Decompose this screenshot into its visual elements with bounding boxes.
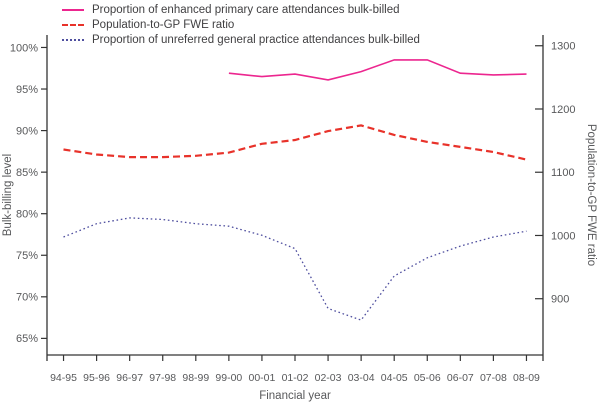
x-axis-tick-label: 08-09: [513, 372, 540, 384]
dashed-line-sample-icon: [62, 23, 84, 26]
x-axis-tick-label: 05-06: [414, 372, 441, 384]
right-axis-title: Population-to-GP FWE ratio: [585, 124, 597, 266]
x-axis-tick-label: 98-99: [182, 372, 209, 384]
right-axis-tick-label: 1000: [551, 230, 575, 242]
solid-line-sample-icon: [62, 8, 84, 11]
legend-item-population-to-gp-fwe-ratio: Population-to-GP FWE ratio: [62, 17, 420, 32]
x-axis-tick-label: 99-00: [215, 372, 242, 384]
right-axis-tick-label: 1300: [551, 41, 575, 53]
x-axis-tick-label: 94-95: [50, 372, 77, 384]
series-line-1: [63, 124, 527, 161]
right-axis-tick-label: 1100: [551, 167, 575, 179]
x-axis-tick-label: 96-97: [116, 372, 143, 384]
legend-item-unreferred-gp-attendances: Proportion of unreferred general practic…: [62, 32, 420, 47]
x-axis-tick-label: 02-03: [315, 372, 342, 384]
x-axis-tick-label: 04-05: [381, 372, 408, 384]
series-line-2: [63, 217, 527, 321]
right-axis-tick-label: 900: [551, 294, 569, 306]
left-axis-tick-label: 100%: [10, 42, 38, 54]
left-axis-tick-label: 70%: [16, 292, 38, 304]
left-axis-tick-label: 65%: [16, 333, 38, 345]
right-axis-tick-label: 1200: [551, 104, 575, 116]
legend-label: Population-to-GP FWE ratio: [92, 18, 235, 31]
x-axis-title: Financial year: [259, 390, 331, 402]
left-axis-tick-label: 80%: [16, 209, 38, 221]
legend-label: Proportion of unreferred general practic…: [92, 33, 420, 46]
legend: Proportion of enhanced primary care atte…: [62, 2, 420, 47]
x-axis-tick-label: 97-98: [149, 372, 176, 384]
x-axis-tick-label: 00-01: [249, 372, 276, 384]
x-axis-tick-label: 01-02: [282, 372, 309, 384]
dotted-line-sample-icon: [62, 38, 84, 41]
left-axis-tick-label: 95%: [16, 84, 38, 96]
x-axis-tick-label: 07-08: [480, 372, 507, 384]
x-axis-tick-label: 06-07: [447, 372, 474, 384]
left-axis-tick-label: 85%: [16, 167, 38, 179]
x-axis-tick-label: 95-96: [83, 372, 110, 384]
left-axis-tick-label: 90%: [16, 125, 38, 137]
series-line-0: [228, 59, 527, 81]
legend-item-enhanced-primary-care: Proportion of enhanced primary care atte…: [62, 2, 420, 17]
legend-label: Proportion of enhanced primary care atte…: [92, 3, 400, 16]
x-axis-tick-label: 03-04: [348, 372, 375, 384]
left-axis-tick-label: 75%: [16, 250, 38, 262]
left-axis-title: Bulk-billing level: [2, 154, 14, 236]
